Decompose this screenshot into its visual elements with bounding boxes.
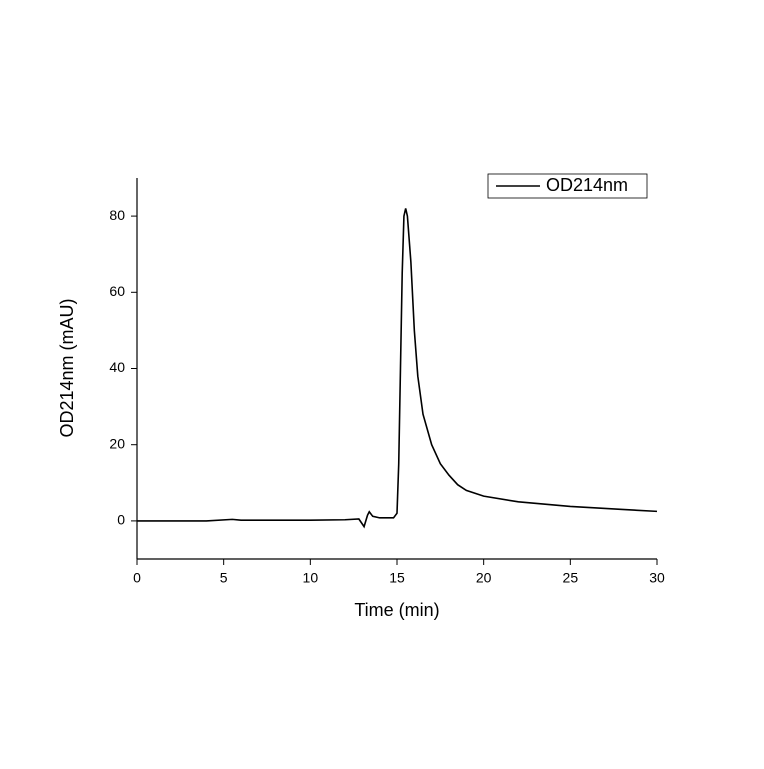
x-tick-label: 15 <box>389 570 405 586</box>
legend-label: OD214nm <box>546 175 628 195</box>
x-tick-label: 10 <box>303 570 319 586</box>
y-tick-label: 60 <box>109 283 125 299</box>
x-tick-label: 25 <box>563 570 579 586</box>
y-tick-label: 80 <box>109 207 125 223</box>
x-tick-label: 5 <box>220 570 228 586</box>
line-series <box>137 208 658 529</box>
y-tick-label: 40 <box>109 359 125 375</box>
x-tick-label: 30 <box>649 570 665 586</box>
x-tick-label: 0 <box>133 570 141 586</box>
y-axis-title: OD214nm (mAU) <box>57 298 77 437</box>
y-tick-label: 0 <box>117 512 125 528</box>
legend-box <box>487 173 648 199</box>
y-tick-label: 20 <box>109 435 125 451</box>
x-tick-label: 20 <box>476 570 492 586</box>
x-axis-title: Time (min) <box>354 600 439 620</box>
